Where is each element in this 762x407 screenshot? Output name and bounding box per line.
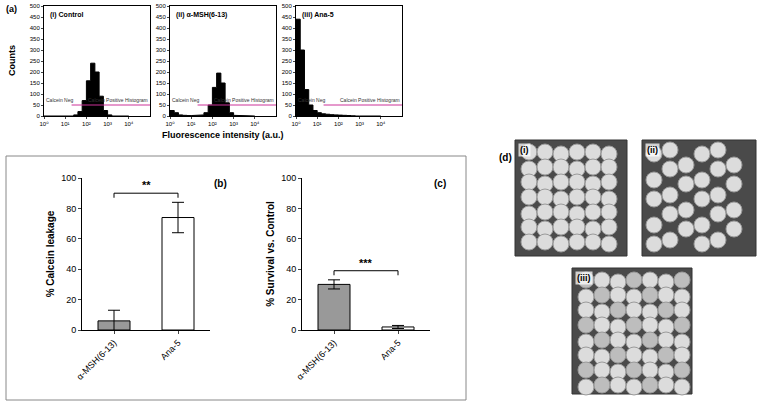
svg-text:Fluorescence intensity (a.u.): Fluorescence intensity (a.u.) <box>162 130 284 140</box>
svg-text:400: 400 <box>156 25 167 31</box>
svg-text:(ii) α-MSH(6-13): (ii) α-MSH(6-13) <box>176 11 227 19</box>
svg-text:Calcein Neg: Calcein Neg <box>46 97 73 103</box>
svg-text:20: 20 <box>286 295 296 305</box>
svg-text:100: 100 <box>282 91 293 97</box>
svg-text:450: 450 <box>156 14 167 20</box>
svg-text:% Calcein leakage: % Calcein leakage <box>45 210 56 297</box>
svg-text:150: 150 <box>30 80 41 86</box>
svg-text:10²: 10² <box>208 121 217 127</box>
svg-text:200: 200 <box>156 69 167 75</box>
svg-text:100: 100 <box>156 91 167 97</box>
svg-text:(iii): (iii) <box>577 273 591 283</box>
svg-text:Calcein Positive Histogram: Calcein Positive Histogram <box>88 97 148 103</box>
svg-text:100: 100 <box>61 173 76 183</box>
svg-text:10⁰: 10⁰ <box>165 121 175 127</box>
svg-text:300: 300 <box>282 47 293 53</box>
svg-text:0: 0 <box>288 113 292 119</box>
svg-text:0: 0 <box>36 113 40 119</box>
svg-text:10⁰: 10⁰ <box>291 121 301 127</box>
svg-text:Calcein Positive Histogram: Calcein Positive Histogram <box>340 97 400 103</box>
svg-text:450: 450 <box>30 14 41 20</box>
svg-text:20: 20 <box>66 295 76 305</box>
svg-text:α-MSH(6-13): α-MSH(6-13) <box>75 338 119 382</box>
svg-text:10²: 10² <box>82 121 91 127</box>
svg-text:(i): (i) <box>520 145 529 155</box>
svg-text:40: 40 <box>66 264 76 274</box>
svg-text:10³: 10³ <box>103 121 112 127</box>
svg-text:50: 50 <box>33 102 40 108</box>
svg-text:350: 350 <box>156 36 167 42</box>
svg-text:100: 100 <box>30 91 41 97</box>
svg-text:10⁴: 10⁴ <box>376 121 386 127</box>
svg-text:10³: 10³ <box>229 121 238 127</box>
svg-text:(c): (c) <box>434 178 446 189</box>
svg-text:60: 60 <box>286 234 296 244</box>
svg-text:Calcein Neg: Calcein Neg <box>298 97 325 103</box>
svg-text:(a): (a) <box>6 4 17 14</box>
svg-text:10²: 10² <box>334 121 343 127</box>
svg-text:200: 200 <box>30 69 41 75</box>
svg-text:500: 500 <box>30 3 41 9</box>
svg-text:**: ** <box>142 179 151 191</box>
svg-text:10¹: 10¹ <box>61 121 70 127</box>
svg-text:300: 300 <box>156 47 167 53</box>
svg-text:10⁴: 10⁴ <box>124 121 134 127</box>
svg-text:450: 450 <box>282 14 293 20</box>
svg-text:10¹: 10¹ <box>187 121 196 127</box>
svg-text:150: 150 <box>282 80 293 86</box>
svg-text:Counts: Counts <box>7 45 17 76</box>
svg-text:500: 500 <box>282 3 293 9</box>
svg-text:100: 100 <box>281 173 296 183</box>
svg-text:150: 150 <box>156 80 167 86</box>
svg-text:(ii): (ii) <box>647 145 658 155</box>
svg-text:250: 250 <box>282 58 293 64</box>
svg-text:350: 350 <box>282 36 293 42</box>
svg-text:80: 80 <box>66 204 76 214</box>
svg-text:0: 0 <box>162 113 166 119</box>
svg-text:40: 40 <box>286 264 296 274</box>
svg-text:10⁰: 10⁰ <box>39 121 49 127</box>
svg-text:***: *** <box>359 257 373 269</box>
svg-text:Calcein Positive Histogram: Calcein Positive Histogram <box>214 97 274 103</box>
svg-text:400: 400 <box>30 25 41 31</box>
svg-text:50: 50 <box>159 102 166 108</box>
svg-text:Ana-5: Ana-5 <box>379 338 403 362</box>
svg-text:350: 350 <box>30 36 41 42</box>
svg-text:(b): (b) <box>214 178 227 189</box>
svg-text:400: 400 <box>282 25 293 31</box>
svg-text:10¹: 10¹ <box>313 121 322 127</box>
svg-text:300: 300 <box>30 47 41 53</box>
svg-text:0: 0 <box>71 325 76 335</box>
svg-text:60: 60 <box>66 234 76 244</box>
svg-text:10³: 10³ <box>355 121 364 127</box>
svg-text:250: 250 <box>156 58 167 64</box>
svg-text:α-MSH(6-13): α-MSH(6-13) <box>295 338 339 382</box>
svg-text:500: 500 <box>156 3 167 9</box>
svg-text:Ana-5: Ana-5 <box>159 338 183 362</box>
svg-text:(i) Control: (i) Control <box>50 11 83 19</box>
svg-text:(d): (d) <box>499 152 512 163</box>
svg-text:% Survival vs. Control: % Survival vs. Control <box>265 201 276 307</box>
svg-text:50: 50 <box>285 102 292 108</box>
svg-text:250: 250 <box>30 58 41 64</box>
svg-text:0: 0 <box>291 325 296 335</box>
svg-text:10⁴: 10⁴ <box>250 121 260 127</box>
svg-text:200: 200 <box>282 69 293 75</box>
svg-text:(iii) Ana-5: (iii) Ana-5 <box>302 11 334 19</box>
svg-text:80: 80 <box>286 204 296 214</box>
svg-text:Calcein Neg: Calcein Neg <box>172 97 199 103</box>
